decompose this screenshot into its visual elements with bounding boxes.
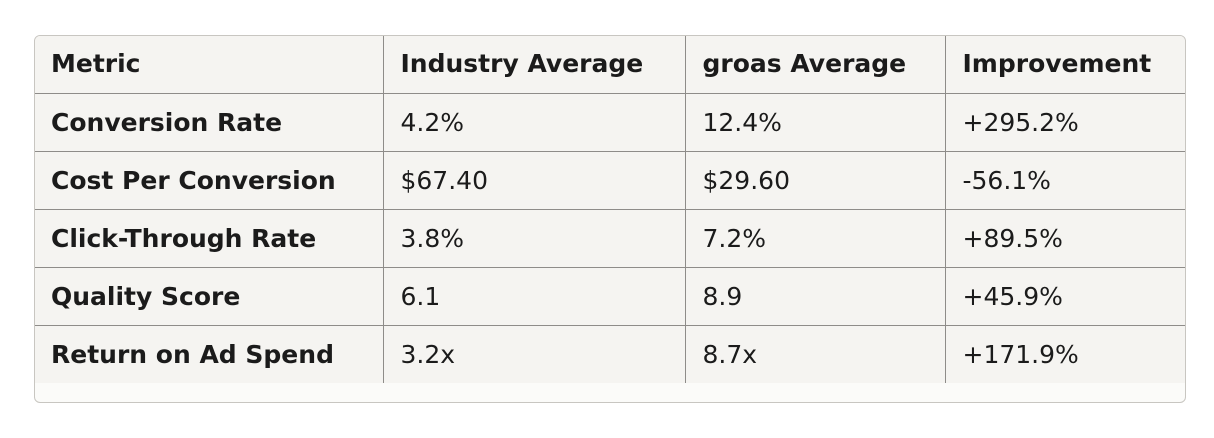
industry-average-cell: 3.2x [383,325,686,383]
header-improvement: Improvement [945,36,1185,94]
improvement-cell: +171.9% [945,325,1185,383]
industry-average-cell: 6.1 [383,267,686,326]
improvement-cell: +89.5% [945,209,1185,268]
metric-cell: Conversion Rate [35,93,384,152]
table-row: Quality Score 6.1 8.9 +45.9% [35,267,1185,326]
improvement-cell: +45.9% [945,267,1185,326]
comparison-table: Metric Industry Average groas Average Im… [35,36,1185,383]
table-row: Click-Through Rate 3.8% 7.2% +89.5% [35,209,1185,268]
industry-average-cell: $67.40 [383,151,686,210]
table-row: Conversion Rate 4.2% 12.4% +295.2% [35,93,1185,152]
industry-average-cell: 3.8% [383,209,686,268]
metric-cell: Quality Score [35,267,384,326]
metric-cell: Cost Per Conversion [35,151,384,210]
groas-average-cell: 8.9 [685,267,946,326]
groas-average-cell: $29.60 [685,151,946,210]
metric-cell: Click-Through Rate [35,209,384,268]
table-header-row: Metric Industry Average groas Average Im… [35,36,1185,94]
groas-average-cell: 7.2% [685,209,946,268]
industry-average-cell: 4.2% [383,93,686,152]
comparison-table-card: Metric Industry Average groas Average Im… [34,35,1186,403]
table-row: Cost Per Conversion $67.40 $29.60 -56.1% [35,151,1185,210]
metric-cell: Return on Ad Spend [35,325,384,383]
table-row: Return on Ad Spend 3.2x 8.7x +171.9% [35,325,1185,383]
groas-average-cell: 12.4% [685,93,946,152]
improvement-cell: +295.2% [945,93,1185,152]
header-industry-average: Industry Average [383,36,686,94]
header-metric: Metric [35,36,384,94]
header-groas-average: groas Average [685,36,946,94]
improvement-cell: -56.1% [945,151,1185,210]
groas-average-cell: 8.7x [685,325,946,383]
